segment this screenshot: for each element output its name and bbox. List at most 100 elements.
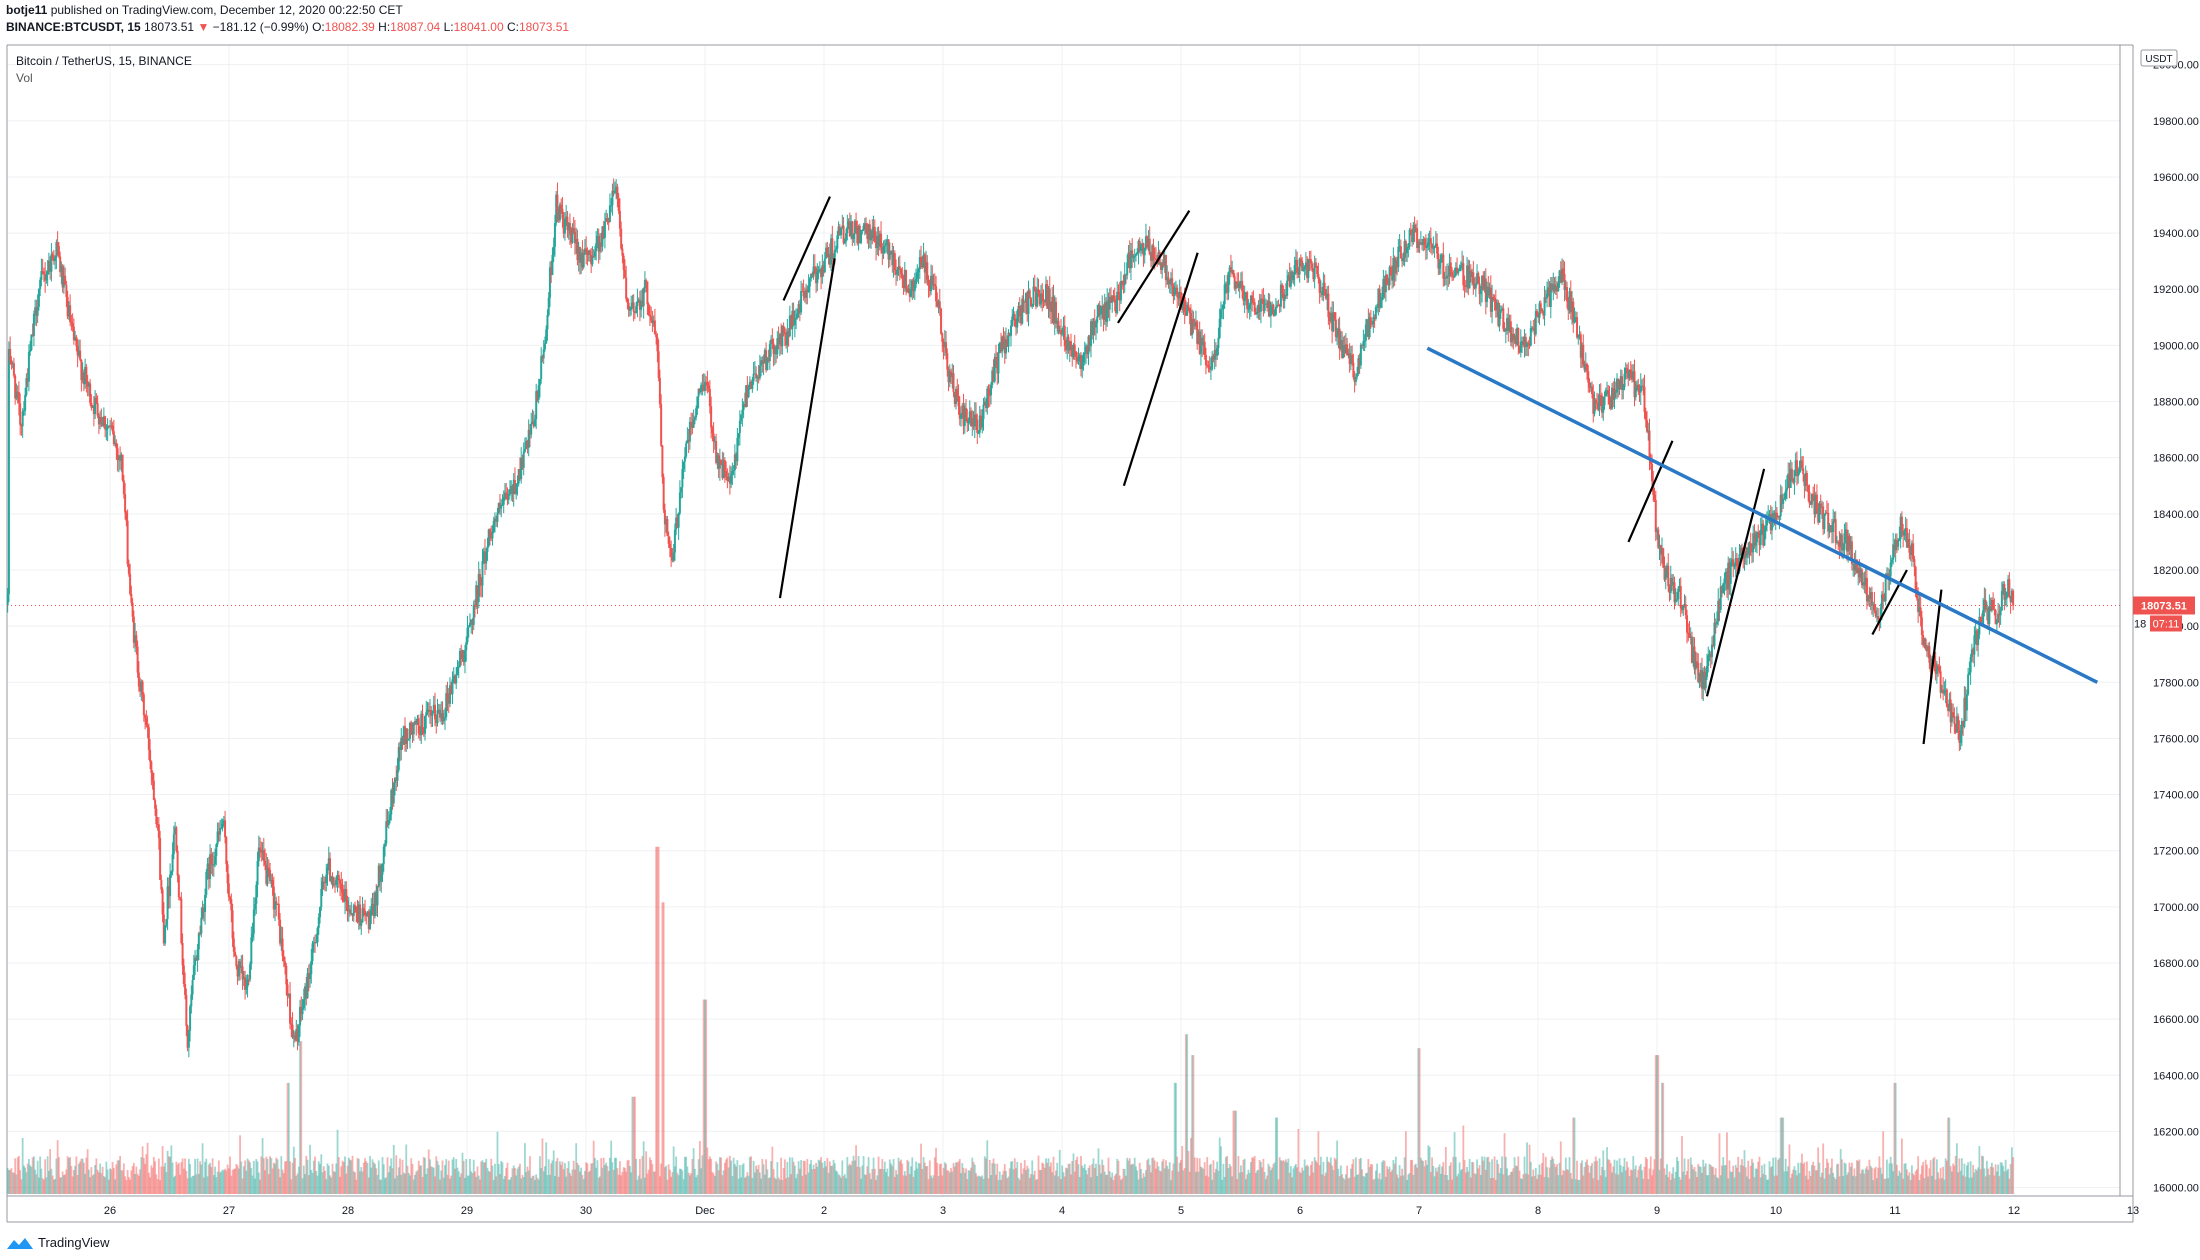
candle-body (1717, 600, 1720, 622)
candle-body (1467, 265, 1470, 289)
price-tick-label: 16200.00 (2153, 1126, 2199, 1138)
volume-bar (556, 1157, 559, 1194)
volume-bar (147, 1172, 150, 1194)
trendline[interactable] (1705, 468, 1766, 697)
candle-body (668, 543, 671, 549)
candle-body (956, 388, 959, 396)
candle-body (59, 256, 62, 272)
candle-body (630, 306, 633, 310)
currency-badge[interactable] (2140, 49, 2178, 67)
candle-body (1071, 345, 1074, 358)
candle-body (29, 350, 32, 352)
candle-body (742, 404, 745, 410)
volume-bar (957, 1161, 960, 1194)
trendline[interactable] (1117, 210, 1191, 324)
candle-body (1513, 335, 1516, 340)
trendline[interactable] (778, 258, 836, 599)
volume-bar (1339, 1165, 1342, 1194)
volume-bar (390, 1158, 393, 1194)
candle-body (987, 388, 990, 396)
candle-body (1700, 669, 1703, 689)
trendline[interactable] (1122, 252, 1199, 487)
candle-body (1166, 277, 1169, 281)
candle-body (466, 627, 469, 643)
volume-bar (74, 1165, 77, 1194)
resistance-trendline[interactable] (1426, 346, 2099, 684)
volume-bar (519, 1163, 521, 1194)
volume-bar (189, 1164, 191, 1194)
candle-body (1897, 540, 1900, 547)
candle-body (1352, 362, 1355, 378)
candle-body (521, 457, 524, 468)
volume-bar (933, 1157, 936, 1194)
volume-bar (1638, 1166, 1641, 1194)
candle-body (1418, 242, 1421, 245)
volume-bar (535, 1174, 538, 1194)
candle-body (601, 226, 604, 247)
volume-bar (1118, 1175, 1121, 1194)
volume-bar (242, 1166, 245, 1194)
candle-body (154, 799, 157, 809)
volume-bar (1819, 1176, 1822, 1194)
candle-body (1964, 697, 1967, 711)
volume-bar (667, 1164, 670, 1194)
candle-body (1860, 569, 1863, 586)
candle-body (307, 973, 310, 980)
trendline[interactable] (1922, 589, 1943, 745)
volume-bar (743, 1177, 746, 1194)
candle-body (1334, 319, 1337, 337)
candle-body (1391, 275, 1394, 281)
trendline[interactable] (1871, 569, 1908, 636)
candle-body (100, 417, 103, 422)
candle-body (1022, 298, 1025, 302)
volume-bar (870, 1179, 872, 1194)
volume-bar (1256, 1170, 1259, 1194)
candle-body (142, 694, 145, 716)
candle-body (880, 233, 883, 248)
volume-bar (1195, 1171, 1197, 1194)
volume-bar (1070, 1174, 1072, 1194)
candle-body (2010, 590, 2013, 603)
volume-bar (601, 1167, 604, 1194)
trendline[interactable] (782, 196, 831, 301)
volume-bar (2009, 1163, 2012, 1194)
candle-body (77, 350, 80, 356)
candle-body (272, 886, 275, 910)
candle-body (1509, 321, 1512, 343)
candle-body (893, 253, 896, 271)
volume-bar (1838, 1176, 1841, 1194)
volume-bar (1717, 1178, 1720, 1194)
volume-bar (1599, 1175, 1602, 1194)
volume-bar (1834, 1179, 1837, 1194)
candle-body (1254, 311, 1257, 315)
volume-bar (781, 1179, 784, 1194)
volume-bar (1281, 1161, 1284, 1194)
candle-body (1448, 262, 1451, 276)
candle-body (728, 476, 731, 484)
candle-body (1810, 493, 1813, 505)
volume-bar (121, 1170, 124, 1194)
tradingview-brand[interactable]: TradingView (6, 1235, 110, 1250)
candle-body (181, 943, 184, 966)
volume-bar (1522, 1174, 1525, 1194)
candle-body (1995, 622, 1998, 625)
volume-bar (1302, 1170, 1305, 1194)
candle-body (1705, 665, 1708, 677)
volume-bar (32, 1156, 35, 1194)
volume-bar (140, 1157, 143, 1194)
candle-body (1909, 552, 1912, 556)
candle-body (501, 504, 504, 506)
candle-body (625, 277, 628, 299)
candle-body (555, 194, 558, 224)
volume-bar (1066, 1168, 1069, 1194)
candle-body (552, 246, 555, 256)
volume-bar (557, 1176, 560, 1194)
candle-body (1848, 535, 1851, 550)
candle-body (1978, 616, 1981, 635)
volume-bar (31, 1157, 34, 1194)
trendline[interactable] (1627, 440, 1674, 543)
volume-bar (1642, 1178, 1645, 1194)
volume-bar (1667, 1176, 1670, 1194)
candle-body (472, 604, 475, 625)
